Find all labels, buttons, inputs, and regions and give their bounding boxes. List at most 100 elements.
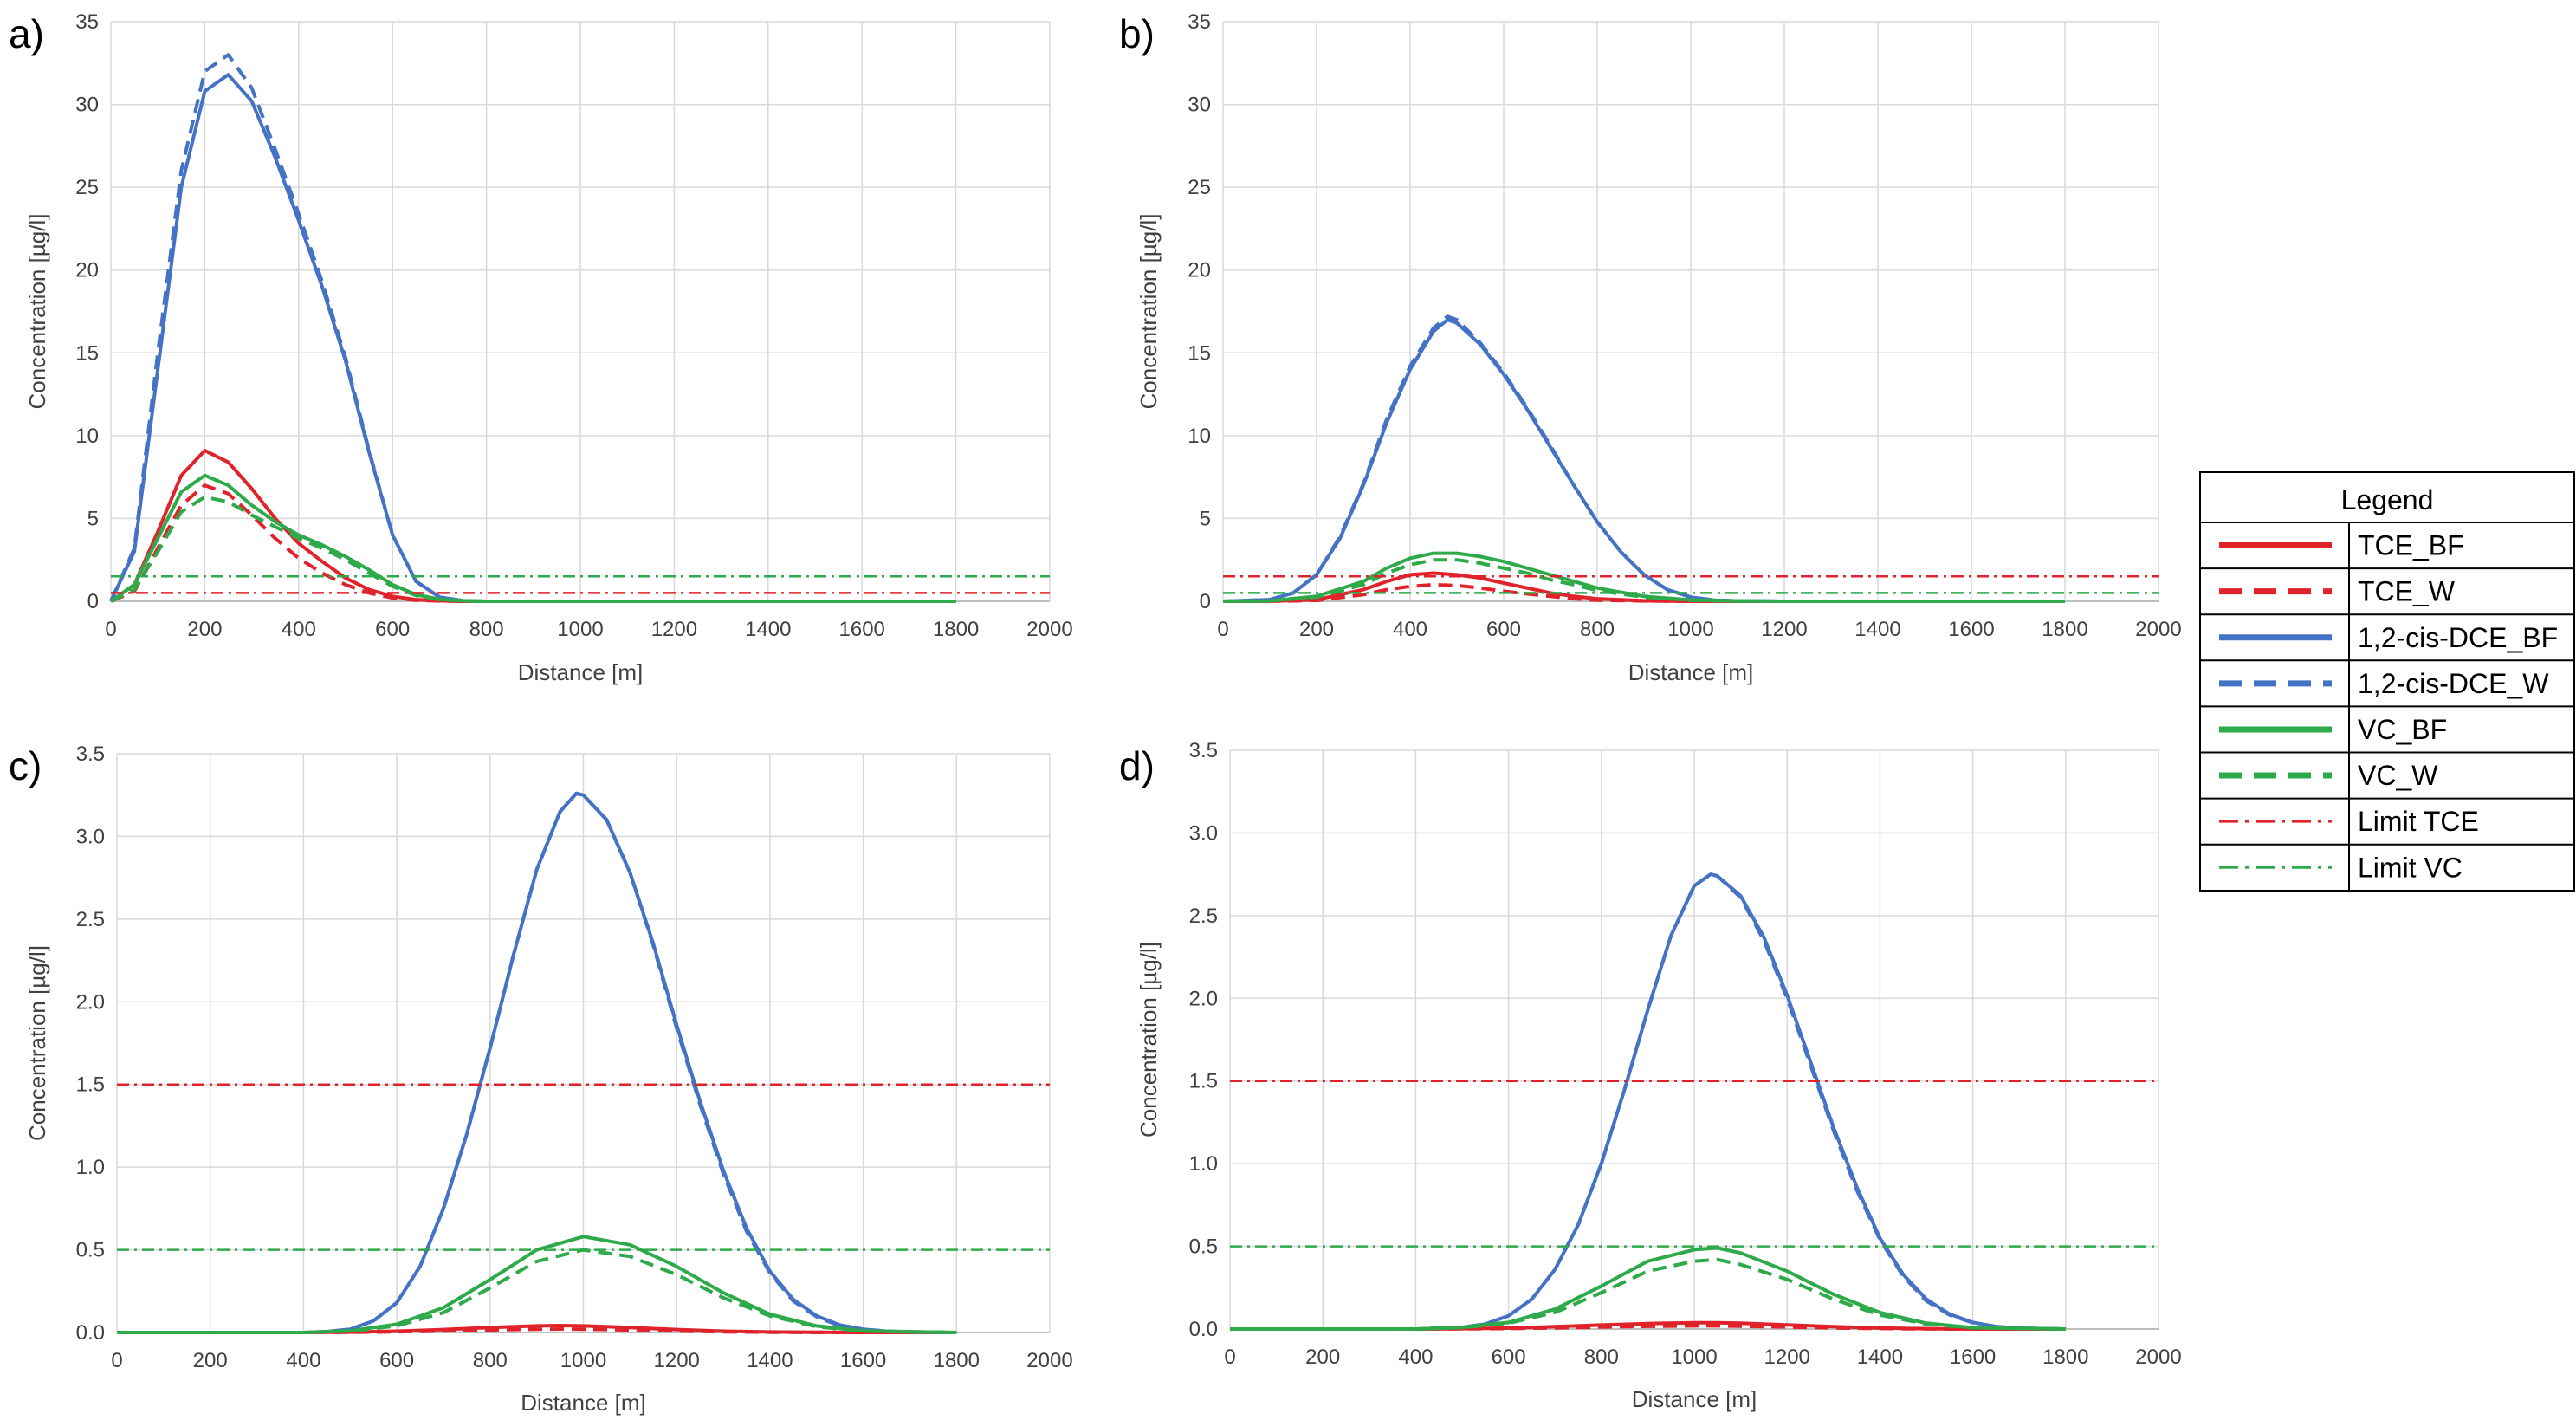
series-tce-bf <box>109 449 956 603</box>
x-tick-label: 1800 <box>934 1349 980 1372</box>
series-vc-w <box>110 495 956 603</box>
y-tick-label: 20 <box>1188 259 1211 282</box>
x-tick-label: 0 <box>111 1349 122 1372</box>
x-tick-label: 1800 <box>933 618 979 641</box>
series-vc-bf <box>117 1235 957 1334</box>
y-tick-label: 30 <box>75 94 99 117</box>
y-tick-label: 10 <box>1188 425 1211 448</box>
x-tick-label: 1600 <box>839 618 885 641</box>
legend-label: VC_BF <box>2358 714 2447 745</box>
y-tick-label: 2.0 <box>76 990 105 1014</box>
chart-panels: a)0 200 400 600 800 1000 1200 1400 1600 1800 20000… <box>9 10 2182 1416</box>
x-tick-label: 200 <box>1299 618 1334 641</box>
x-tick-label: 600 <box>379 1349 414 1372</box>
panel-letter: a) <box>9 11 44 56</box>
y-tick-label: 3.5 <box>76 742 105 766</box>
y-tick-label: 0.5 <box>1189 1235 1218 1259</box>
y-tick-label: 1.5 <box>1189 1070 1218 1093</box>
x-tick-label: 1600 <box>840 1349 886 1372</box>
x-tick-label: 600 <box>1486 618 1521 641</box>
series-1-2-cis-dce-w <box>1222 314 2065 603</box>
y-tick-label: 0.0 <box>76 1321 105 1345</box>
legend-label: TCE_BF <box>2358 530 2464 561</box>
x-tick-label: 2000 <box>1026 1349 1072 1372</box>
chart-panel-c: c) 0 200 400 600 800 1000 1200 1400 1600 1800 2000 0… <box>9 742 1073 1416</box>
x-tick-label: 1200 <box>654 1349 700 1372</box>
series-tce-w <box>117 1327 957 1334</box>
x-tick-label: 0 <box>1217 618 1228 641</box>
x-axis-title: Distance [m] <box>521 1390 646 1416</box>
y-tick-label: 0 <box>87 590 99 613</box>
panel-letter: c) <box>9 743 42 788</box>
x-tick-label: 2000 <box>2135 618 2181 641</box>
x-tick-label: 1000 <box>1667 618 1713 641</box>
x-tick-label: 400 <box>1393 618 1427 641</box>
y-tick-label: 2.5 <box>1189 905 1218 928</box>
panel-letter: d) <box>1119 743 1155 788</box>
legend-rows: TCE_BF TCE_W 1,2-cis-DCE_BF 1,2-cis-DCE_W VC… <box>2200 522 2574 891</box>
legend-label: 1,2-cis-DCE_BF <box>2358 622 2558 653</box>
series-vc-w <box>1230 1257 2066 1331</box>
y-tick-label: 35 <box>75 10 99 34</box>
x-tick-label: 1400 <box>747 1349 793 1372</box>
x-tick-label: 800 <box>469 618 504 641</box>
y-tick-label: 0.5 <box>76 1239 105 1262</box>
chart-panel-b: b) 0 200 400 600 800 1000 1200 1400 1600 1800 2000 0… <box>1119 10 2182 685</box>
series-tce-w <box>1230 1324 2066 1331</box>
x-tick-label: 200 <box>193 1349 228 1372</box>
x-tick-label: 800 <box>1584 1345 1619 1369</box>
x-tick-label: 0 <box>105 618 116 641</box>
x-tick-label: 1800 <box>2042 618 2087 641</box>
y-axis-title: Concentration [µg/l] <box>24 214 50 410</box>
y-tick-label: 35 <box>1188 10 1211 34</box>
y-tick-label: 15 <box>75 341 99 365</box>
y-tick-label: 1.5 <box>76 1073 105 1097</box>
x-tick-label: 1200 <box>1764 1345 1810 1369</box>
y-axis-title: Concentration [µg/l] <box>1136 214 1162 410</box>
series-vc-w <box>117 1248 957 1334</box>
x-tick-label: 1200 <box>1761 618 1807 641</box>
x-tick-label: 1200 <box>651 618 697 641</box>
y-tick-label: 0 <box>1200 590 1211 613</box>
legend: Legend TCE_BF TCE_W 1,2-cis-DCE_BF 1,2-cis-… <box>2199 471 2575 892</box>
series-1-2-cis-dce-w <box>109 53 956 603</box>
panel-letter: b) <box>1119 11 1155 56</box>
x-tick-label: 200 <box>187 618 222 641</box>
y-tick-label: 2.0 <box>1189 987 1218 1010</box>
x-tick-label: 1000 <box>557 618 603 641</box>
x-tick-label: 400 <box>282 618 316 641</box>
y-tick-label: 25 <box>75 176 99 199</box>
series-vc-bf <box>1230 1246 2066 1331</box>
y-tick-label: 20 <box>75 259 99 282</box>
y-axis-title: Concentration [µg/l] <box>1136 942 1162 1138</box>
series-tce-w <box>1223 582 2065 603</box>
x-axis-title: Distance [m] <box>1632 1386 1757 1412</box>
x-tick-label: 0 <box>1224 1345 1235 1369</box>
y-tick-label: 5 <box>87 507 99 530</box>
y-tick-label: 25 <box>1188 176 1211 199</box>
x-tick-label: 1800 <box>2042 1345 2088 1369</box>
series-vc-w <box>1222 558 2065 603</box>
legend-label: Limit TCE <box>2358 806 2479 837</box>
y-tick-label: 30 <box>1188 94 1211 117</box>
series-1-2-cis-dce-bf <box>1222 318 2065 603</box>
y-tick-label: 2.5 <box>76 908 105 931</box>
series-tce-bf <box>1223 571 2065 603</box>
y-tick-label: 0.0 <box>1189 1318 1218 1341</box>
x-tick-label: 200 <box>1305 1345 1340 1369</box>
x-tick-label: 400 <box>286 1349 320 1372</box>
x-tick-label: 1600 <box>1948 618 1994 641</box>
x-tick-label: 600 <box>1492 1345 1526 1369</box>
x-tick-label: 2000 <box>2135 1345 2181 1369</box>
x-tick-label: 1400 <box>745 618 791 641</box>
legend-label: 1,2-cis-DCE_W <box>2358 668 2549 699</box>
y-tick-label: 15 <box>1188 341 1211 365</box>
x-tick-label: 1000 <box>1671 1345 1717 1369</box>
y-tick-label: 3.0 <box>76 825 105 848</box>
x-tick-label: 800 <box>1580 618 1615 641</box>
y-tick-label: 3.5 <box>1189 739 1218 762</box>
legend-label: Limit VC <box>2358 852 2463 883</box>
y-tick-label: 1.0 <box>76 1156 105 1179</box>
series-vc-bf <box>109 473 956 603</box>
